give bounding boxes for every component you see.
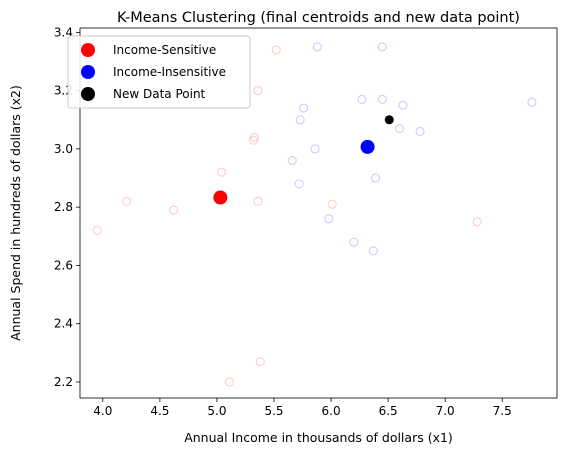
data-point — [368, 246, 378, 256]
legend-marker — [81, 65, 95, 79]
x-tick-label: 5.5 — [264, 404, 283, 418]
x-tick-label: 6.0 — [322, 404, 341, 418]
y-tick-label: 3.0 — [54, 142, 73, 156]
data-point — [357, 94, 367, 104]
data-point — [415, 126, 425, 136]
legend: Income-Sensitive Income-Insensitive New Da… — [67, 35, 251, 109]
y-tick-label: 2.6 — [54, 258, 73, 272]
data-point — [324, 214, 334, 224]
data-point — [377, 94, 387, 104]
data-point — [349, 237, 359, 247]
data-point — [327, 199, 337, 209]
data-point — [255, 357, 265, 367]
x-tick-label: 4.5 — [150, 404, 169, 418]
data-point — [287, 156, 297, 166]
data-point — [299, 103, 309, 113]
data-point — [312, 42, 322, 52]
data-point — [377, 42, 387, 52]
data-point — [271, 45, 281, 55]
legend-label: New Data Point — [113, 87, 206, 101]
x-tick-label: 7.5 — [493, 404, 512, 418]
data-point — [472, 217, 482, 227]
data-point — [295, 115, 305, 125]
x-tick-label: 5.0 — [207, 404, 226, 418]
legend-marker — [81, 87, 95, 101]
x-axis-ticks: 4.0 4.5 5.0 5.5 6.0 6.5 7.0 7.5 — [93, 398, 512, 418]
data-point — [122, 196, 132, 206]
data-point — [224, 377, 234, 387]
data-point — [248, 135, 258, 145]
y-tick-label: 3.4 — [54, 25, 73, 39]
data-point — [371, 173, 381, 183]
y-tick-label: 2.4 — [54, 317, 73, 331]
data-point — [253, 196, 263, 206]
data-points — [92, 42, 537, 387]
new-data-point — [384, 115, 394, 125]
data-point — [294, 179, 304, 189]
legend-label: Income-Insensitive — [113, 65, 226, 79]
data-point — [310, 144, 320, 154]
data-point — [217, 167, 227, 177]
data-point — [253, 86, 263, 96]
data-point — [92, 225, 102, 235]
plot-area-frame — [79, 27, 558, 399]
centroid-income-insensitive — [360, 139, 375, 154]
x-tick-label: 6.5 — [379, 404, 398, 418]
x-axis-label: Annual Income in thousands of dollars (x… — [184, 430, 453, 445]
chart-title: K-Means Clustering (final centroids and … — [117, 10, 520, 26]
y-tick-label: 2.2 — [54, 375, 73, 389]
centroid-income-sensitive — [213, 190, 228, 205]
data-point — [527, 97, 537, 107]
x-tick-label: 4.0 — [93, 404, 112, 418]
data-point — [250, 132, 260, 142]
data-point — [169, 205, 179, 215]
y-axis-label: Annual Spend in hundreds of dollars (x2) — [8, 85, 23, 341]
legend-box — [67, 35, 251, 109]
y-tick-label: 2.8 — [54, 200, 73, 214]
data-point — [398, 100, 408, 110]
data-point — [395, 124, 405, 134]
legend-marker — [81, 43, 95, 57]
x-tick-label: 7.0 — [436, 404, 455, 418]
legend-label: Income-Sensitive — [113, 43, 216, 57]
